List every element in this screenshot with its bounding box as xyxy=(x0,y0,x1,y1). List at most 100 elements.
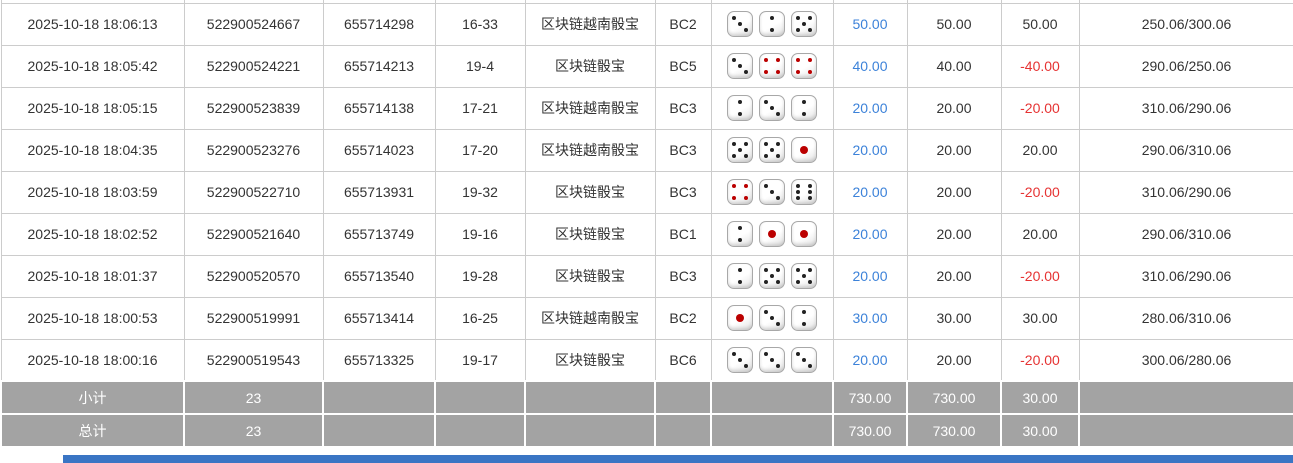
cell-result: 19-17 xyxy=(434,338,526,382)
cell-result: 16-33 xyxy=(434,2,526,46)
die-2-icon xyxy=(727,221,753,247)
dice-result-icons xyxy=(712,95,832,121)
cell-order-no: 522900524667 xyxy=(183,2,324,46)
total-valid-total: 730.00 xyxy=(906,413,1002,448)
die-2-icon xyxy=(791,95,817,121)
total-bet-total: 730.00 xyxy=(832,413,908,448)
cell-time: 2025-10-18 18:03:59 xyxy=(0,170,185,214)
cell-dice-result xyxy=(710,212,834,256)
cell-bet-amount: 20.00 xyxy=(832,170,908,214)
cell-order-no: 522900522710 xyxy=(183,170,324,214)
cell-bet-amount: 20.00 xyxy=(832,254,908,298)
subtotal-empty-cell xyxy=(1078,380,1293,415)
cell-time: 2025-10-18 18:05:42 xyxy=(0,44,185,88)
cell-round-no: 655713931 xyxy=(322,170,436,214)
cell-dice-result xyxy=(710,44,834,88)
cell-time: 2025-10-18 18:04:35 xyxy=(0,128,185,172)
cell-win-loss: 20.00 xyxy=(1000,212,1080,256)
cell-valid-amount: 20.00 xyxy=(906,128,1002,172)
cell-valid-amount: 20.00 xyxy=(906,170,1002,214)
table-row: 2025-10-18 18:06:13 522900524667 655714298… xyxy=(0,2,1293,46)
cell-balance: 290.06/310.06 xyxy=(1078,212,1293,256)
cell-dice-result xyxy=(710,254,834,298)
cell-time: 2025-10-18 18:06:13 xyxy=(0,2,185,46)
cell-dice-result xyxy=(710,296,834,340)
cell-win-loss: -20.00 xyxy=(1000,170,1080,214)
cell-game-name: 区块链骰宝 xyxy=(524,44,656,88)
subtotal-empty-cell xyxy=(434,380,526,415)
dice-result-icons xyxy=(712,221,832,247)
die-1-icon xyxy=(727,305,753,331)
dice-result-icons xyxy=(712,263,832,289)
die-2-icon xyxy=(791,305,817,331)
total-label: 总计 xyxy=(0,413,185,448)
cell-dice-result xyxy=(710,86,834,130)
cell-time: 2025-10-18 18:00:53 xyxy=(0,296,185,340)
cell-balance: 280.06/310.06 xyxy=(1078,296,1293,340)
cell-bet-amount: 20.00 xyxy=(832,128,908,172)
cell-game-name: 区块链骰宝 xyxy=(524,338,656,382)
cell-bet-amount: 50.00 xyxy=(832,2,908,46)
cell-dice-result xyxy=(710,128,834,172)
die-4-icon xyxy=(727,179,753,205)
die-3-icon xyxy=(727,346,753,373)
cell-order-no: 522900519991 xyxy=(183,296,324,340)
cell-win-loss: 30.00 xyxy=(1000,296,1080,340)
die-2-icon xyxy=(759,11,785,37)
cell-result: 19-16 xyxy=(434,212,526,256)
cell-balance: 250.06/300.06 xyxy=(1078,2,1293,46)
cell-bet-type: BC5 xyxy=(654,44,712,88)
die-3-icon xyxy=(759,305,785,331)
cell-valid-amount: 20.00 xyxy=(906,212,1002,256)
cell-balance: 310.06/290.06 xyxy=(1078,254,1293,298)
cell-bet-type: BC1 xyxy=(654,212,712,256)
cell-win-loss: -20.00 xyxy=(1000,254,1080,298)
table-row: 2025-10-18 18:04:35 522900523276 655714023… xyxy=(0,128,1293,172)
cell-bet-amount: 20.00 xyxy=(832,86,908,130)
cell-time: 2025-10-18 18:01:37 xyxy=(0,254,185,298)
cell-bet-type: BC3 xyxy=(654,170,712,214)
cell-bet-type: BC3 xyxy=(654,254,712,298)
table-row: 2025-10-18 18:00:53 522900519991 655713414… xyxy=(0,296,1293,340)
total-count: 23 xyxy=(183,413,324,448)
total-empty-cell xyxy=(1078,413,1293,448)
cell-win-loss: 50.00 xyxy=(1000,2,1080,46)
cell-round-no: 655714213 xyxy=(322,44,436,88)
table-row: 2025-10-18 18:03:59 522900522710 655713931… xyxy=(0,170,1293,214)
die-5-icon xyxy=(759,137,785,163)
dice-result-icons xyxy=(712,179,832,205)
cell-game-name: 区块链骰宝 xyxy=(524,254,656,298)
cell-dice-result xyxy=(710,338,834,382)
table-row: 2025-10-18 18:05:42 522900524221 655714213… xyxy=(0,44,1293,88)
cell-round-no: 655713540 xyxy=(322,254,436,298)
cell-game-name: 区块链骰宝 xyxy=(524,212,656,256)
cell-bet-type: BC3 xyxy=(654,128,712,172)
dice-result-icons xyxy=(712,137,832,163)
cell-result: 19-28 xyxy=(434,254,526,298)
cell-balance: 310.06/290.06 xyxy=(1078,86,1293,130)
cell-result: 17-20 xyxy=(434,128,526,172)
cell-bet-amount: 20.00 xyxy=(832,338,908,382)
cell-order-no: 522900520570 xyxy=(183,254,324,298)
cell-win-loss: -20.00 xyxy=(1000,86,1080,130)
cell-game-name: 区块链越南骰宝 xyxy=(524,128,656,172)
die-5-icon xyxy=(759,263,785,289)
cell-order-no: 522900523276 xyxy=(183,128,324,172)
cell-round-no: 655714298 xyxy=(322,2,436,46)
cell-valid-amount: 40.00 xyxy=(906,44,1002,88)
bet-records-table: 2025-10-18 18:06:13 522900524667 655714298… xyxy=(0,0,1293,448)
cell-win-loss: -20.00 xyxy=(1000,338,1080,382)
die-3-icon xyxy=(759,95,785,121)
cell-order-no: 522900524221 xyxy=(183,44,324,88)
cell-win-loss: 20.00 xyxy=(1000,128,1080,172)
die-4-icon xyxy=(759,53,785,79)
bottom-bar-partial xyxy=(63,455,1293,463)
total-winloss-total: 30.00 xyxy=(1000,413,1080,448)
cell-time: 2025-10-18 18:00:16 xyxy=(0,338,185,382)
die-3-icon xyxy=(727,11,753,37)
cell-result: 16-25 xyxy=(434,296,526,340)
table-row: 2025-10-18 18:02:52 522900521640 655713749… xyxy=(0,212,1293,256)
die-3-icon xyxy=(727,53,753,79)
cell-game-name: 区块链越南骰宝 xyxy=(524,296,656,340)
cell-win-loss: -40.00 xyxy=(1000,44,1080,88)
